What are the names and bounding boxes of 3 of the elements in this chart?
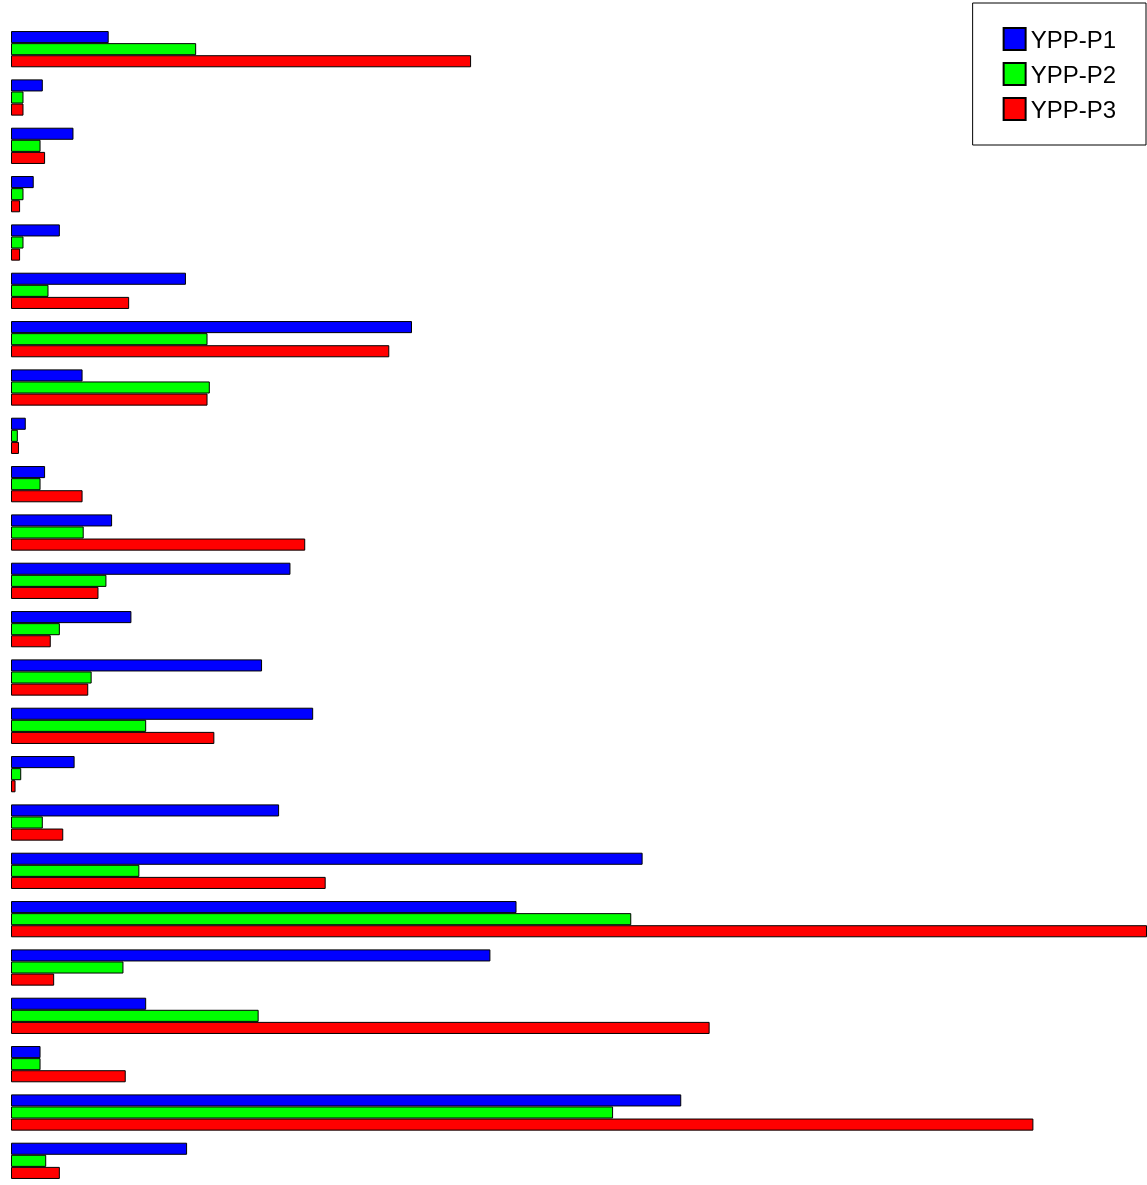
legend-label: YPP-P3 — [1030, 95, 1116, 123]
legend-label: YPP-P2 — [1030, 60, 1116, 88]
legend-label: YPP-P1 — [1030, 25, 1116, 53]
